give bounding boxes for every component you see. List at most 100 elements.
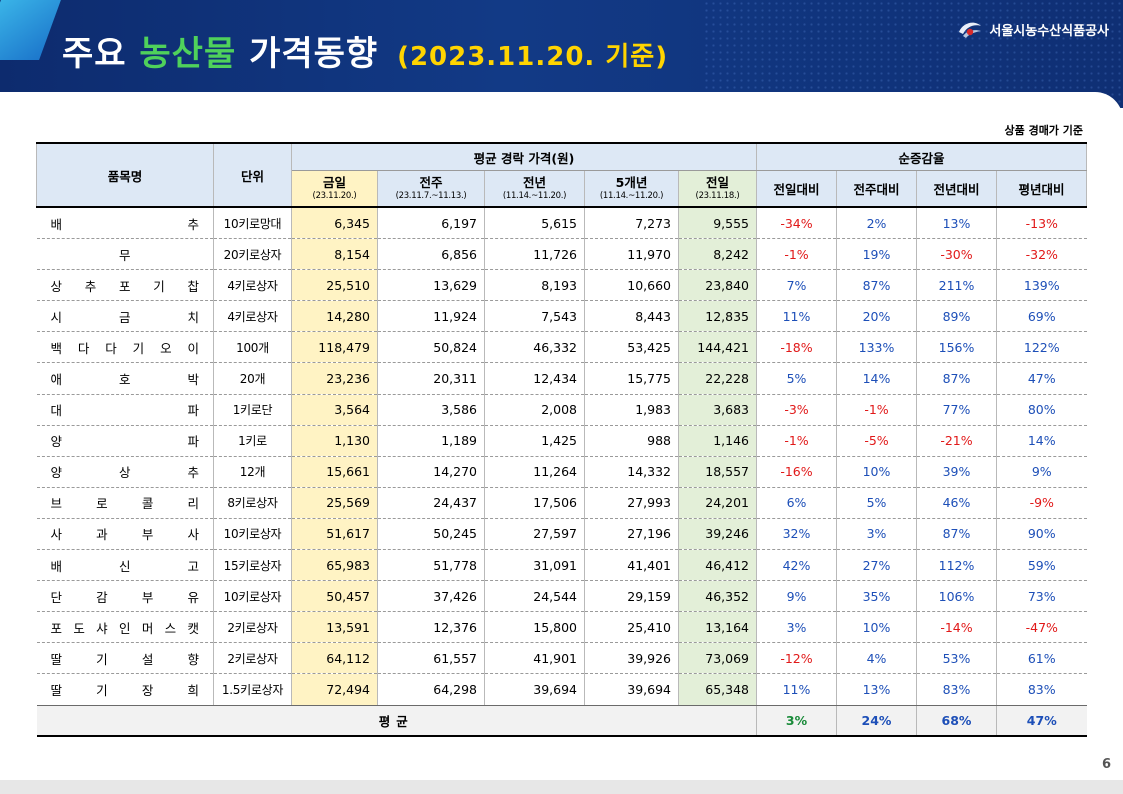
unit-cell: 20개 (213, 362, 292, 395)
average-rate: 24% (836, 704, 917, 737)
price-cell: 27,993 (584, 487, 679, 519)
item-name-char: 파 (187, 434, 199, 450)
price-cell: 50,457 (291, 580, 378, 613)
rate-cell: 87% (916, 362, 997, 395)
price-cell: 6,197 (377, 207, 485, 240)
item-name-char: 오 (160, 340, 172, 356)
item-name-char: 다 (77, 340, 90, 356)
rate-cell: -47% (995, 611, 1087, 644)
rate-cell: -13% (995, 207, 1087, 240)
bottom-strip (0, 780, 1123, 794)
price-cell: 50,245 (377, 518, 485, 551)
price-cell: 3,564 (291, 394, 378, 426)
average-rate: 68% (916, 704, 997, 737)
item-name-char: 고 (187, 558, 199, 574)
item-name-char: 캣 (187, 620, 199, 636)
average-rate: 47% (995, 704, 1087, 737)
rate-cell: 139% (995, 269, 1087, 302)
header-price-col: 전주 (23.11.7.~11.13.) (377, 170, 485, 207)
item-name-char: 도 (73, 620, 85, 636)
rate-cell: 19% (836, 238, 917, 271)
rate-cell: 39% (916, 456, 997, 488)
title-part1: 주요 (62, 34, 127, 74)
price-cell: 1,146 (678, 425, 757, 457)
item-name-char: 금 (118, 309, 131, 325)
rate-cell: -1% (836, 394, 917, 426)
price-cell: 9,555 (678, 207, 757, 240)
price-cell: 37,426 (377, 580, 485, 613)
rate-cell: 20% (836, 300, 917, 333)
item-name-char: 머 (141, 620, 154, 636)
table-row: 무 20키로상자 8,154 6,856 11,726 11,970 8,242 -1% 19%… (36, 238, 1087, 271)
header-price-col: 금일 (23.11.20.) (291, 170, 378, 207)
price-table: 품목명 단위 평균 경락 가격(원) 순증감율 금일 (23.11.20.) 전주(… (36, 142, 1088, 737)
item-name-char: 샤 (96, 620, 108, 636)
price-cell: 39,694 (484, 673, 585, 706)
header-item: 품목명 (36, 143, 214, 208)
item-name-char: 대 (50, 403, 63, 419)
item-name-char: 배 (50, 558, 63, 574)
price-cell: 7,543 (484, 300, 585, 333)
rate-cell: 32% (756, 518, 837, 551)
table-row: 딸 기 설 향 2키로상자 64,112 61,557 41,901 39,926 73,069-… (36, 642, 1087, 675)
item-name-char: 기 (132, 340, 145, 356)
rate-cell: 87% (916, 518, 997, 551)
rate-cell: 5% (836, 487, 917, 519)
header-price-col-label: 5개년 (615, 174, 648, 190)
rate-cell: -32% (995, 238, 1087, 271)
table-row: 시 금 치 4키로상자 14,280 11,924 7,543 8,443 12,835 11% 2… (36, 300, 1087, 333)
item-name-char: 향 (187, 651, 199, 667)
item-name-char: 유 (187, 589, 199, 605)
item-name-char: 백 (50, 340, 63, 356)
price-cell: 13,629 (377, 269, 485, 302)
price-cell: 18,557 (678, 456, 757, 488)
item-name-char: 신 (118, 558, 131, 574)
price-cell: 118,479 (291, 331, 378, 364)
header-price-col-label: 전주 (419, 174, 443, 190)
item-name-char: 배 (50, 216, 63, 232)
rate-cell: 4% (836, 642, 917, 675)
price-cell: 46,352 (678, 580, 757, 613)
item-name-char: 기 (96, 682, 108, 698)
price-cell: 8,443 (584, 300, 679, 333)
item-name-char: 기 (96, 651, 108, 667)
rate-cell: -9% (995, 487, 1087, 519)
rate-cell: 83% (995, 673, 1087, 706)
price-cell: 1,130 (291, 425, 378, 457)
item-name-char: 단 (50, 589, 63, 605)
item-name-char: 시 (50, 309, 63, 325)
item-name-char: 인 (118, 620, 131, 636)
price-cell: 7,273 (584, 207, 679, 240)
rate-cell: 6% (756, 487, 837, 519)
header-price-col-range: (11.14.~11.20.) (502, 190, 567, 201)
rate-cell: 13% (916, 207, 997, 240)
table-header-row-1: 품목명 단위 평균 경락 가격(원) 순증감율 (36, 143, 1088, 208)
page-number: 6 (1101, 757, 1111, 772)
item-name-char: 사 (50, 527, 63, 543)
rate-cell: 11% (756, 673, 837, 706)
header-price-col-range: (11.14.~11.20.) (599, 190, 664, 201)
item-name-char: 포 (50, 620, 63, 636)
rate-cell: 7% (756, 269, 837, 302)
table-row: 양 상 추 12개 15,661 14,270 11,264 14,332 18,557 -16%… (36, 456, 1087, 488)
item-name-char: 이 (187, 340, 199, 356)
price-cell: 64,298 (377, 673, 485, 706)
price-cell: 2,008 (484, 394, 585, 426)
rate-cell: 90% (995, 518, 1087, 551)
rate-cell: -21% (916, 425, 997, 457)
price-cell: 23,236 (291, 362, 378, 395)
price-cell: 51,617 (291, 518, 378, 551)
header-rate-col: 평년대비 (995, 170, 1088, 207)
item-name-char: 양 (50, 434, 63, 450)
price-cell: 988 (584, 425, 679, 457)
rate-cell: 47% (995, 362, 1087, 395)
price-cell: 13,591 (291, 611, 378, 644)
header-price-col: 전일 (23.11.18.) (678, 170, 757, 207)
rate-cell: -18% (756, 331, 837, 364)
price-cell: 31,091 (484, 549, 585, 582)
